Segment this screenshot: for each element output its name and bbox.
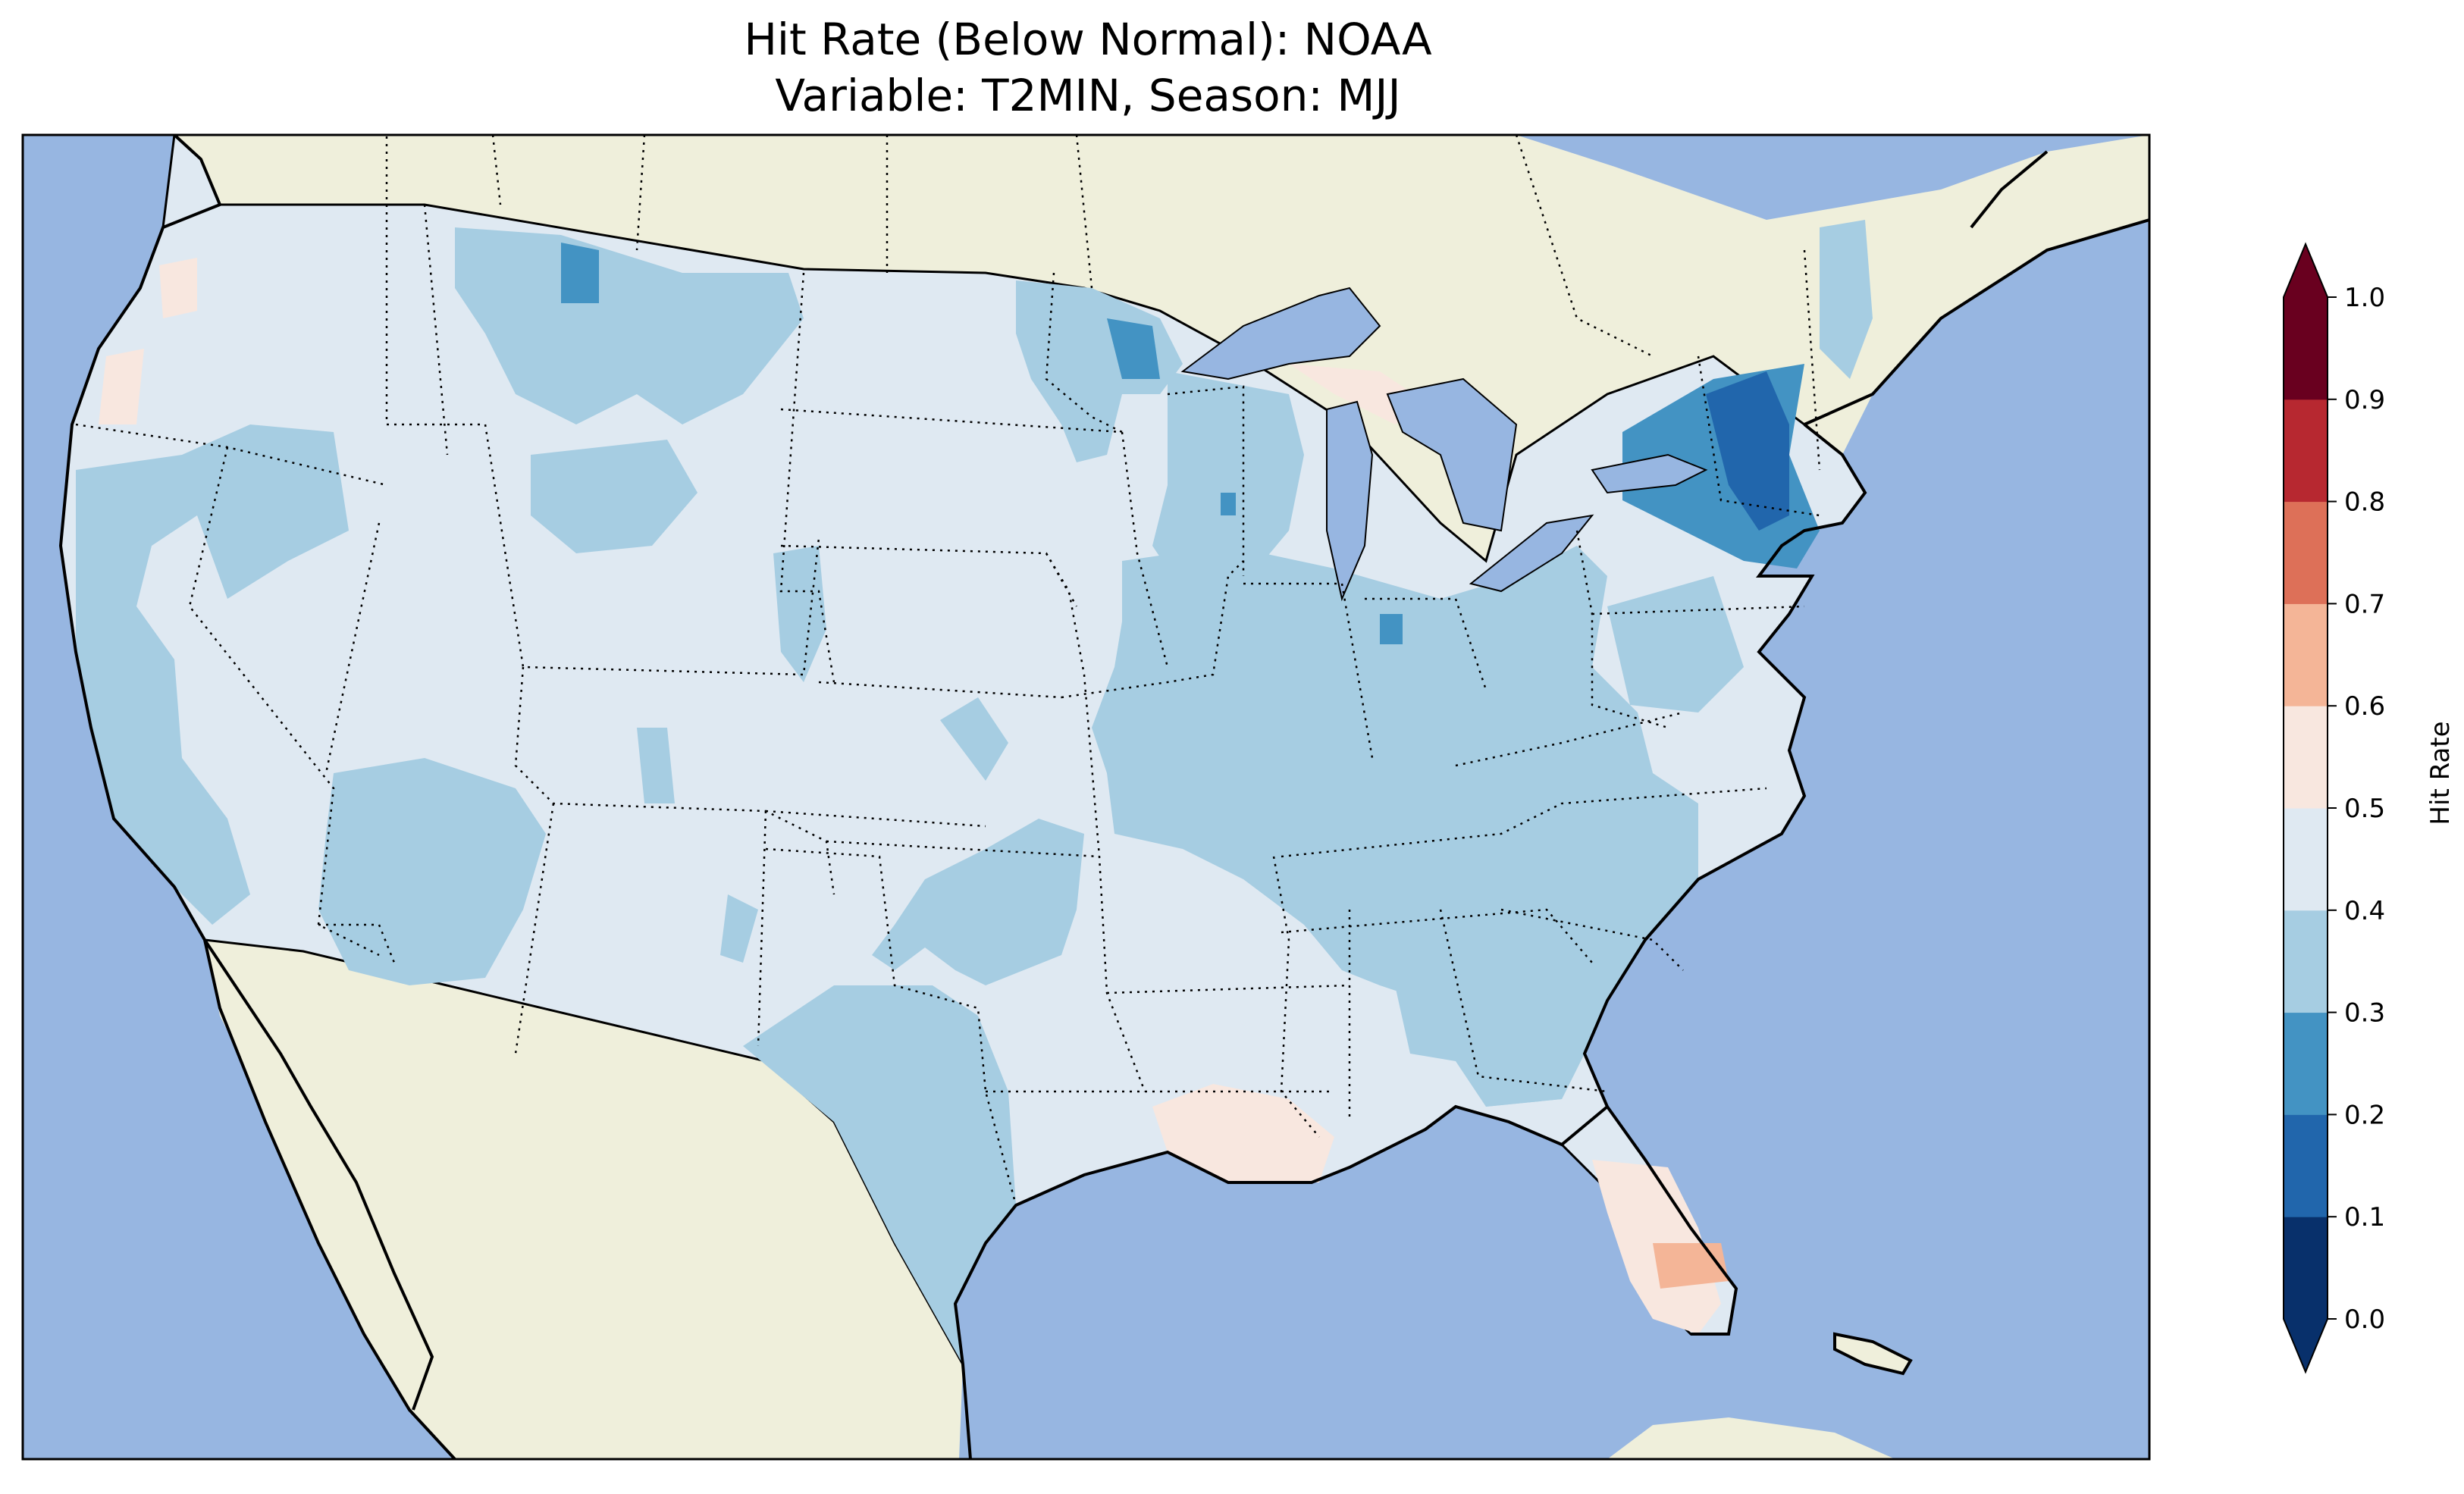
hit-rate-0.3-0.4-regions: [76, 220, 1873, 1364]
colorbar-tick-label: 0.4: [2344, 896, 2385, 926]
colorbar-tick-label: 0.2: [2344, 1100, 2385, 1130]
colorbar-tick-label: 1.0: [2344, 283, 2385, 313]
colorbar-bin-9: [2284, 297, 2328, 400]
colorbar-tick-label: 0.1: [2344, 1202, 2385, 1232]
colorbar-tick-label: 0.6: [2344, 691, 2385, 722]
colorbar-bin-6: [2284, 603, 2328, 706]
colorbar: 0.0 0.1 0.2 0.3 0.4 0.5 0.6 0.7 0.8 0.9 1.0: [2283, 242, 2385, 1374]
yucatan: [1607, 1417, 1895, 1459]
colorbar-label: Hit Rate: [2425, 721, 2456, 825]
colorbar-bin-8: [2284, 399, 2328, 503]
canada-land: [174, 135, 2149, 561]
lake-superior: [1180, 287, 1381, 381]
coastlines: [58, 135, 2149, 1459]
map-frame: [21, 133, 2151, 1461]
colorbar-bin-2: [2284, 1012, 2328, 1115]
cuba: [1835, 1334, 1911, 1373]
hit-rate-0.1-0.2-region: [1706, 371, 1789, 531]
colorbar-tick-label: 0.0: [2344, 1305, 2385, 1335]
map-title-line2: Variable: T2MIN, Season: MJJ: [775, 70, 1401, 121]
colorbar-bin-3: [2284, 910, 2328, 1013]
colorbar-bin-5: [2284, 706, 2328, 809]
map-title-line1: Hit Rate (Below Normal): NOAA: [744, 14, 1432, 65]
map-panel: [23, 135, 2149, 1459]
colorbar-tick-label: 0.9: [2344, 385, 2385, 415]
baja-peninsula: [205, 940, 432, 1410]
lake-michigan: [1326, 400, 1374, 602]
colorbar-extend-low: [2284, 1319, 2328, 1372]
lake-erie: [1469, 514, 1594, 593]
state-borders: [75, 136, 1821, 1206]
province-borders: [491, 135, 1654, 358]
colorbar-tick-label: 0.3: [2344, 998, 2385, 1029]
colorbar-bin-0: [2284, 1217, 2328, 1320]
colorbar-tick-label: 0.8: [2344, 487, 2385, 518]
colorbar-extend-high: [2284, 244, 2328, 297]
colorbar-tick-label: 0.7: [2344, 589, 2385, 619]
colorbar-bin-4: [2284, 808, 2328, 911]
lake-huron: [1386, 377, 1518, 532]
colorbar-bin-1: [2284, 1114, 2328, 1217]
colorbar-tick-label: 0.5: [2344, 794, 2385, 824]
colorbar-bin-7: [2284, 501, 2328, 604]
great-lakes: [1180, 287, 1708, 602]
lake-ontario: [1591, 453, 1708, 494]
